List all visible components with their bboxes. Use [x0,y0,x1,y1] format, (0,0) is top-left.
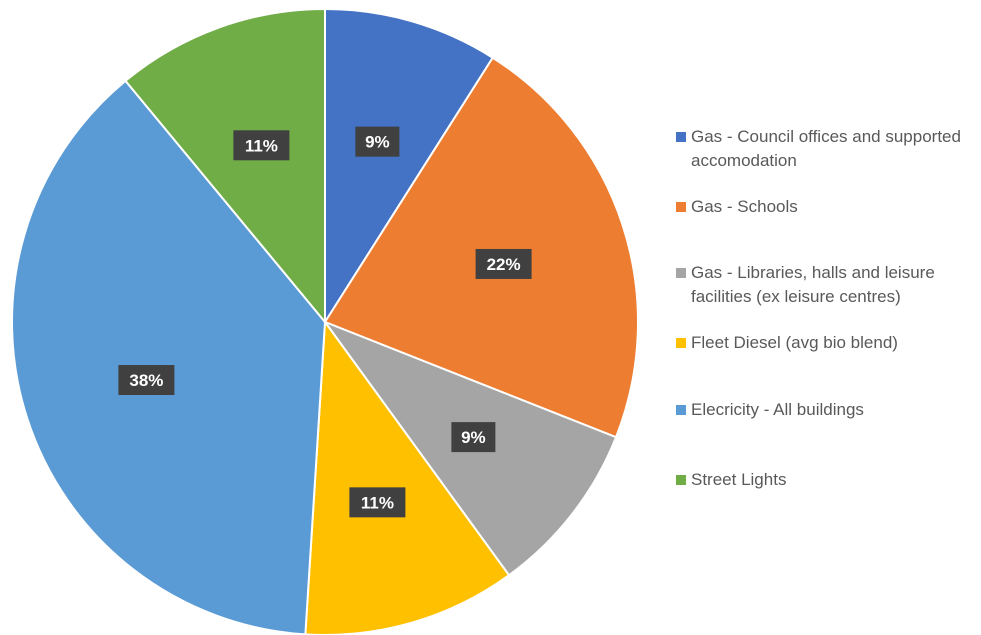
pie-slice-5 [124,7,326,325]
legend-label-0: Gas - Council offices and supported acco… [691,127,961,170]
legend-item-3: Fleet Diesel (avg bio blend) [676,331,976,355]
data-label-box-2 [451,422,496,453]
data-label-text-2: 9% [461,428,486,447]
pie-slice-0 [324,7,495,326]
legend-label-5: Street Lights [691,470,787,489]
legend-item-5: Street Lights [676,468,976,492]
data-label-text-0: 9% [365,133,390,152]
data-label-3: 11% [349,487,406,518]
legend-swatch-5 [676,475,686,485]
data-label-2: 9% [451,422,496,453]
legend-swatch-2 [676,268,686,278]
data-label-0: 9% [355,126,400,157]
data-label-box-0 [355,126,400,157]
data-label-text-5: 11% [245,136,278,155]
legend-swatch-1 [676,202,686,212]
data-label-box-3 [349,487,406,518]
data-label-text-3: 11% [361,493,394,512]
legend-label-3: Fleet Diesel (avg bio blend) [691,333,898,352]
data-label-box-1 [475,248,532,279]
data-label-box-4 [118,365,175,396]
legend-item-2: Gas - Libraries, halls and leisure facil… [676,261,976,309]
legend-item-4: Elecricity - All buildings [676,398,976,422]
legend-label-4: Elecricity - All buildings [691,400,864,419]
legend-item-0: Gas - Council offices and supported acco… [676,125,976,173]
legend-swatch-3 [676,338,686,348]
data-label-text-4: 38% [129,371,163,390]
legend-swatch-4 [676,405,686,415]
pie-slice-4 [11,79,327,635]
data-label-4: 38% [118,365,175,396]
legend-label-2: Gas - Libraries, halls and leisure facil… [691,263,935,306]
legend-label-1: Gas - Schools [691,197,798,216]
pie-data-labels: 9% 22% 9% 11% 38% 11% [118,126,532,518]
pie-slice-1 [323,56,639,439]
data-label-5: 11% [233,130,290,161]
data-label-1: 22% [475,248,532,279]
data-label-box-5 [233,130,290,161]
legend-swatch-0 [676,132,686,142]
legend-item-1: Gas - Schools [676,195,976,219]
data-label-text-1: 22% [487,255,521,274]
pie-slices [11,7,639,635]
